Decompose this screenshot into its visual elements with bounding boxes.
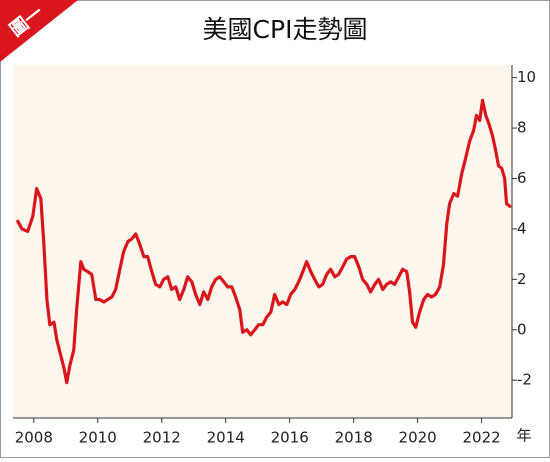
x-tick-label: 2016 (271, 429, 309, 447)
x-tick-label: 2012 (143, 429, 181, 447)
y-tick-label: 4 (517, 219, 527, 237)
y-tick-label: 2 (517, 270, 527, 288)
y-tick-label: -2 (517, 371, 532, 389)
y-tick-label: 10 (517, 68, 536, 86)
x-tick-label: 2018 (335, 429, 373, 447)
x-tick-label: 2020 (399, 429, 437, 447)
chart-title: 美國CPI走勢圖 (203, 15, 368, 44)
data-line (16, 98, 512, 385)
x-tick-label: 2014 (207, 429, 245, 447)
y-tick-label: 8 (517, 119, 527, 137)
y-tick-label: 0 (517, 320, 527, 338)
x-unit: 年 (516, 427, 531, 445)
x-tick-label: 2010 (79, 429, 117, 447)
x-tick-label: 2008 (15, 429, 53, 447)
plot-area (13, 65, 512, 418)
x-tick-label: 2022 (463, 429, 501, 447)
badge-bg (0, 0, 78, 62)
y-tick-label: 6 (517, 169, 527, 187)
